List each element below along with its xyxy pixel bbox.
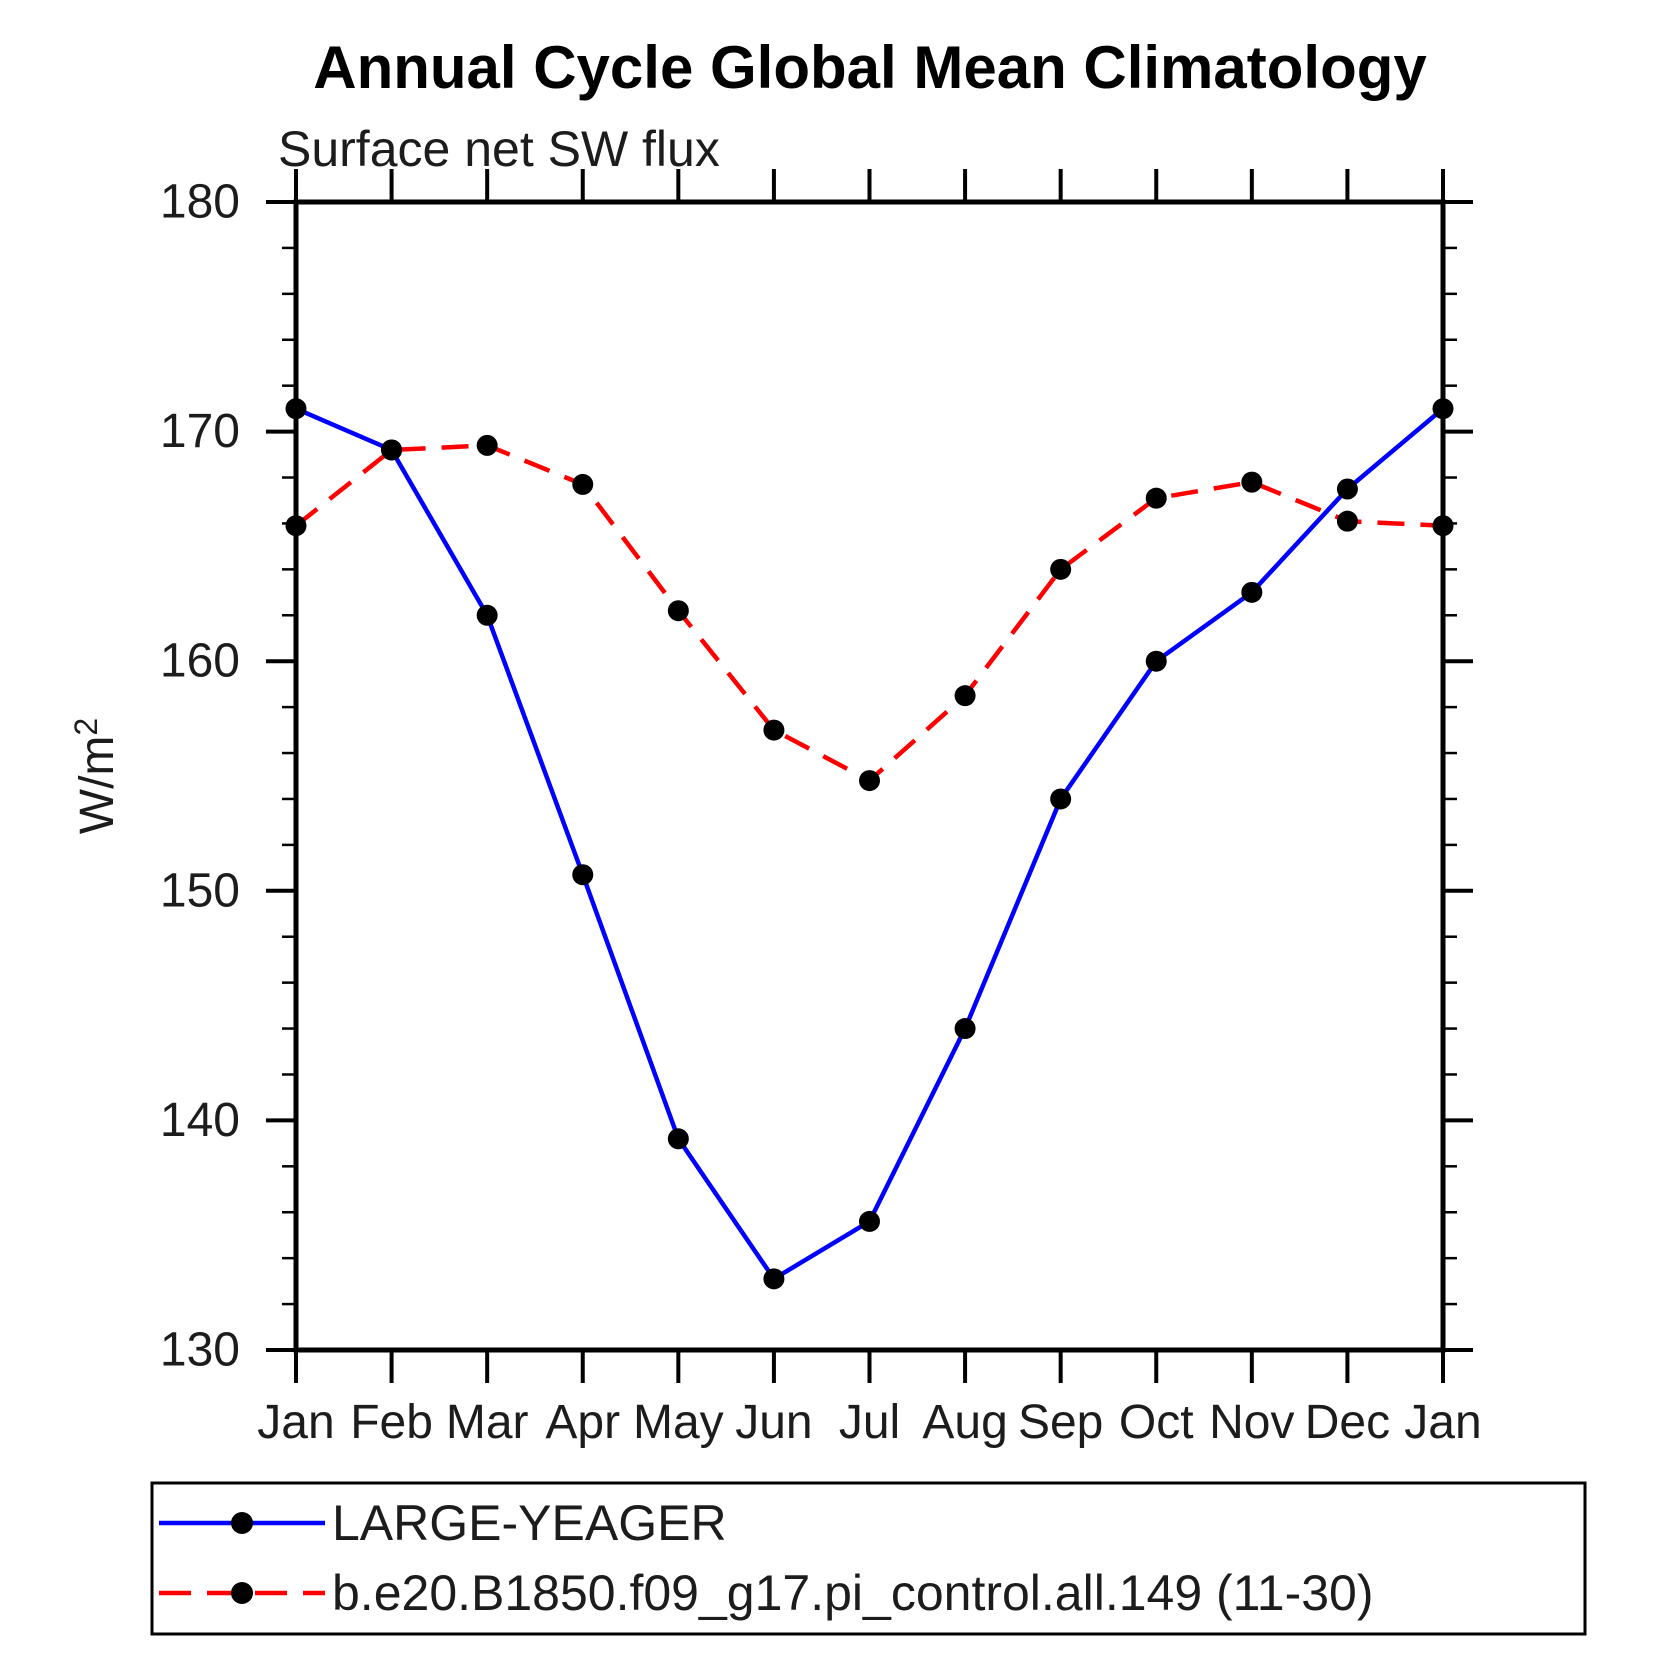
y-tick-label: 130 [160, 1324, 240, 1377]
series-0-marker-jul [859, 1210, 880, 1232]
series-1-marker-apr [572, 473, 594, 495]
y-axis-ticks: 130 140 150 160 170 180 [160, 176, 1473, 1377]
legend-marker-0 [231, 1512, 253, 1534]
x-tick-label: Jul [839, 1396, 900, 1449]
x-tick-label: Sep [1018, 1396, 1103, 1449]
x-tick-label: Apr [545, 1396, 620, 1449]
x-axis-ticks: Jan Feb Mar Apr May Jun Jul Aug Sep Oct Nov Dec Jan [257, 169, 1482, 1449]
x-tick-label: Jan [257, 1396, 334, 1449]
x-tick-label: Dec [1305, 1396, 1390, 1449]
x-tick-label: Mar [446, 1396, 529, 1449]
series-0-marker-oct [1145, 650, 1167, 672]
legend: LARGE-YEAGER b.e20.B1850.f09_g17.pi_contr… [150, 1481, 1587, 1636]
y-axis-title-superscript: 2 [68, 718, 104, 736]
series-1-marker-oct [1145, 487, 1167, 509]
legend-marker-1 [231, 1582, 253, 1604]
chart-subtitle: Surface net SW flux [278, 121, 720, 177]
chart-title: Annual Cycle Global Mean Climatology [313, 34, 1427, 101]
y-tick-label: 160 [160, 635, 240, 688]
x-tick-label: Feb [350, 1396, 433, 1449]
y-tick-label: 180 [160, 176, 240, 229]
series-line-1 [294, 443, 1444, 783]
series-1-marker-mar [476, 434, 498, 456]
series-0-marker-jan [1432, 398, 1454, 420]
series-0-marker-jan [285, 398, 307, 420]
series-1-marker-may [667, 600, 689, 622]
x-tick-label: Aug [922, 1396, 1007, 1449]
x-tick-label: Nov [1209, 1396, 1294, 1449]
series-1-marker-jun [763, 719, 785, 741]
y-tick-label: 170 [160, 405, 240, 458]
series-1-marker-sep [1050, 558, 1072, 580]
series-0-marker-dec [1336, 478, 1358, 500]
x-tick-label: May [633, 1396, 724, 1449]
y-tick-label: 140 [160, 1094, 240, 1147]
series-1-marker-jul [859, 770, 880, 792]
series-1-marker-feb [381, 439, 403, 461]
x-tick-label: Jan [1404, 1396, 1481, 1449]
series-0-marker-nov [1241, 581, 1263, 603]
series-0-marker-may [667, 1128, 689, 1150]
plot-area: 130 140 150 160 170 180 Jan Feb Mar Apr May Jun Jul A… [160, 169, 1482, 1449]
legend-label-0: LARGE-YEAGER [332, 1495, 727, 1551]
x-tick-label: Oct [1119, 1396, 1194, 1449]
series-1-marker-dec [1336, 510, 1358, 532]
legend-box [150, 1481, 1587, 1636]
series-1-marker-jan [285, 515, 307, 537]
series-0-marker-apr [572, 864, 594, 886]
series-line-0 [295, 406, 1445, 1282]
series-0-marker-aug [954, 1018, 976, 1040]
series-0-marker-jun [763, 1268, 785, 1290]
x-tick-label: Jun [735, 1396, 812, 1449]
series-1-marker-jan [1432, 515, 1454, 537]
y-tick-label: 150 [160, 864, 240, 917]
series-0-marker-mar [476, 604, 498, 626]
legend-label-1: b.e20.B1850.f09_g17.pi_control.all.149 (… [332, 1565, 1374, 1621]
y-axis-title-base: W/m [71, 736, 124, 835]
plot-frame [293, 199, 1446, 1353]
series-0-marker-sep [1050, 788, 1072, 810]
series-1-marker-aug [954, 685, 976, 707]
y-axis-title: W/m2 [68, 718, 124, 834]
series-1-marker-nov [1241, 471, 1263, 493]
